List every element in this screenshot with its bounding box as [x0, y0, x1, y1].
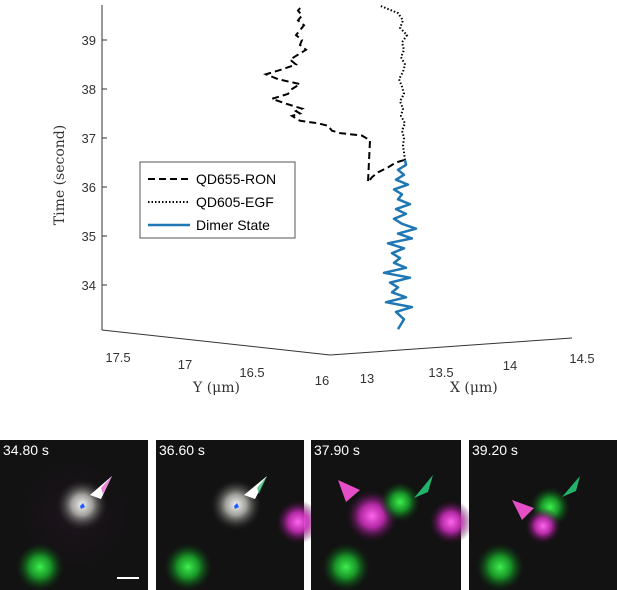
green-spot: [322, 543, 370, 590]
magenta-spot: [525, 508, 561, 544]
y-um-tick-label: 16: [315, 373, 329, 388]
chart-3d: 34 35 36 37 38 39 17.5 17 16.5 16 13 13.5 14 14.5 T…: [52, 4, 595, 396]
green-spot: [16, 543, 64, 590]
y-um-axis: [101, 329, 331, 356]
series-line-dimer-state: [382, 159, 418, 330]
trajectory-mark: [234, 503, 239, 509]
panel-3-label: 37.90 s: [314, 442, 360, 458]
x-um-axis-label: X (μm): [450, 380, 498, 396]
x-um-tick-label: 13.5: [428, 365, 453, 380]
time-tick-label: 37: [82, 131, 96, 146]
x-um-ticks: 13 13.5 14 14.5: [360, 351, 595, 386]
x-um-tick-label: 14: [503, 358, 517, 373]
panel-3: 37.90 s: [311, 440, 473, 590]
scale-bar: [117, 577, 139, 579]
y-um-tick-label: 17: [178, 357, 192, 372]
y-um-ticks: 17.5 17 16.5 16: [105, 350, 329, 388]
arrowhead-icon: [90, 476, 112, 499]
y-um-tick-label: 16.5: [239, 365, 264, 380]
green-arrowhead-icon: [562, 476, 580, 497]
panel-2-label: 36.60 s: [159, 442, 205, 458]
legend: QD655-RON QD605-EGF Dimer State: [139, 161, 296, 239]
y-um-tick-label: 17.5: [105, 350, 130, 365]
magenta-arrowhead-icon: [512, 500, 534, 520]
time-tick-label: 38: [82, 82, 96, 97]
panel-4-label: 39.20 s: [472, 442, 518, 458]
x-um-tick-label: 14.5: [569, 351, 594, 366]
green-spot: [380, 482, 420, 522]
magenta-arrowhead-icon: [338, 480, 360, 502]
green-spot: [476, 543, 524, 590]
panel-2: 36.60 s: [156, 440, 320, 590]
time-tick-label: 36: [82, 180, 96, 195]
panel-4: 39.20 s: [469, 440, 617, 590]
arrowhead-icon: [244, 476, 267, 499]
legend-label-qd605-egf: QD605-EGF: [196, 194, 274, 210]
x-um-tick-label: 13: [360, 371, 374, 386]
green-spot: [164, 543, 212, 590]
time-tick-label: 35: [82, 229, 96, 244]
time-axis-label: Time (second): [52, 125, 68, 225]
x-um-axis: [329, 337, 573, 356]
legend-label-qd655-ron: QD655-RON: [196, 171, 276, 187]
panel-1: 34.80 s: [0, 440, 148, 590]
series-line-qd605-egf: [379, 4, 409, 161]
trajectory-mark: [80, 503, 85, 509]
y-um-axis-label: Y (μm): [192, 380, 240, 396]
magenta-spot: [429, 500, 473, 544]
panel-1-label: 34.80 s: [3, 442, 49, 458]
legend-label-dimer-state: Dimer State: [196, 217, 270, 233]
time-ticks: 34 35 36 37 38 39: [82, 33, 107, 293]
time-tick-label: 39: [82, 33, 96, 48]
green-arrowhead-icon: [414, 475, 433, 498]
time-tick-label: 34: [82, 278, 96, 293]
magenta-spot: [276, 500, 320, 544]
series-line-qd655-ron: [263, 5, 405, 186]
